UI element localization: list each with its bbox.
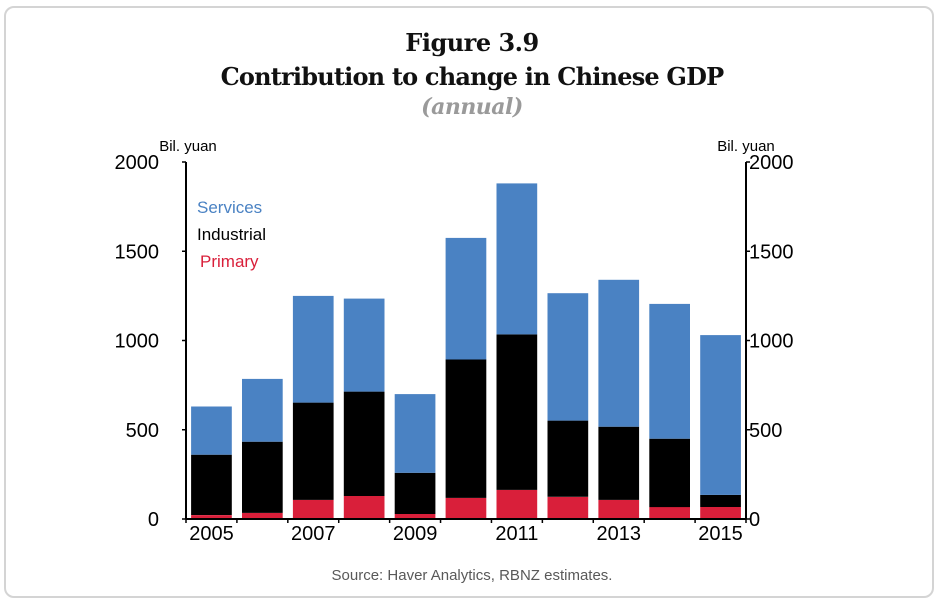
y-tick-label-left: 2000 [115,152,160,174]
y-tick-label-left: 1000 [115,331,160,353]
bar-industrial-2008 [343,391,385,496]
bar-primary-2011 [496,489,538,519]
bar-primary-2015 [700,507,741,519]
axes-group: 0 0 500 500 1000 1000 1500 1500 2000 2000 2005 2007… [115,152,794,545]
legend-item-services: Services [197,198,262,217]
chart-title: Contribution to change in Chinese GDP [220,62,725,91]
bar-industrial-2010 [445,359,487,498]
legend-item-industrial: Industrial [197,225,266,244]
bar-industrial-2007 [292,402,334,500]
chart-subtitle: (annual) [421,94,523,120]
bar-industrial-2014 [649,438,690,508]
bar-industrial-2009 [394,472,436,514]
y-tick-label-right: 2000 [749,152,794,174]
bar-industrial-2011 [496,334,538,490]
y-tick-label-right: 1000 [749,331,794,353]
bar-services-2006 [242,378,283,442]
bar-primary-2007 [292,499,334,519]
bar-primary-2012 [547,496,589,519]
source-note: Source: Haver Analytics, RBNZ estimates. [331,567,613,584]
bar-services-2012 [547,293,589,421]
bar-services-2009 [394,394,436,473]
y-tick-label-right: 500 [749,420,782,442]
y-axis-label-right: Bil. yuan [717,138,775,155]
bar-industrial-2005 [191,454,232,515]
legend: Services Industrial Primary [197,198,266,271]
figure-number: Figure 3.9 [405,28,539,57]
y-tick-label-left: 500 [126,420,159,442]
bar-services-2011 [496,183,538,335]
bar-services-2010 [445,237,487,360]
bar-primary-2010 [445,497,487,519]
bar-services-2014 [649,303,690,439]
x-tick-label-2007: 2007 [291,523,336,545]
x-tick-label-2015: 2015 [698,523,743,545]
bar-primary-2013 [598,499,640,519]
bar-primary-2009 [394,514,436,519]
bars-group [191,183,741,519]
bar-industrial-2013 [598,426,640,500]
bar-services-2008 [343,298,385,392]
bar-industrial-2006 [242,441,283,513]
bar-industrial-2012 [547,420,589,497]
legend-item-primary: Primary [200,252,259,271]
bar-services-2015 [700,335,741,495]
bar-primary-2005 [191,515,232,519]
y-tick-label-left: 1500 [115,241,160,263]
x-tick-label-2013: 2013 [596,523,641,545]
x-tick-label-2011: 2011 [495,523,538,545]
y-tick-label-right: 1500 [749,241,794,263]
bar-primary-2006 [242,512,283,519]
bar-services-2005 [191,406,232,455]
bar-services-2007 [292,295,334,403]
y-tick-label-right: 0 [749,509,760,531]
x-tick-label-2009: 2009 [393,523,438,545]
bar-primary-2008 [343,496,385,519]
x-tick-label-2005: 2005 [189,523,234,545]
figure-frame [4,6,934,598]
bar-services-2013 [598,279,640,427]
y-axis-label-left: Bil. yuan [159,138,217,155]
bar-primary-2014 [649,507,690,519]
bar-industrial-2015 [700,494,741,507]
y-tick-label-left: 0 [148,509,159,531]
